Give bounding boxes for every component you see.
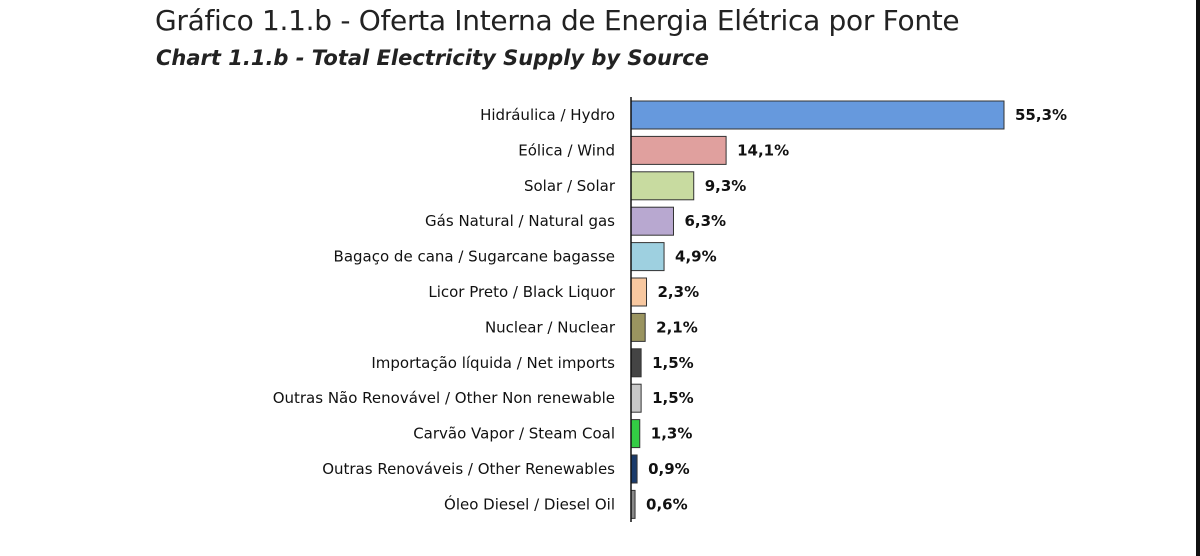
bar (630, 171, 695, 201)
category-label: Carvão Vapor / Steam Coal (413, 425, 615, 443)
value-label: 1,3% (651, 425, 693, 443)
bar (630, 277, 648, 307)
category-label: Nuclear / Nuclear (485, 318, 616, 336)
value-label: 6,3% (684, 212, 726, 230)
category-label: Importação líquida / Net imports (371, 354, 615, 372)
category-label: Eólica / Wind (518, 141, 615, 159)
value-label: 0,9% (648, 460, 690, 478)
bar (630, 312, 646, 342)
category-label: Solar / Solar (524, 177, 616, 195)
bar (630, 135, 727, 165)
category-label: Óleo Diesel / Diesel Oil (444, 494, 615, 513)
value-label: 0,6% (646, 495, 688, 513)
category-label: Outras Renováveis / Other Renewables (322, 460, 615, 478)
bar (630, 348, 642, 378)
right-edge-strip (1196, 0, 1200, 556)
bar (630, 454, 638, 484)
value-label: 55,3% (1015, 106, 1067, 124)
category-label: Outras Não Renovável / Other Non renewab… (273, 389, 615, 407)
value-label: 2,1% (656, 318, 698, 336)
category-label: Bagaço de cana / Sugarcane bagasse (334, 248, 615, 266)
bar (630, 419, 641, 449)
value-label: 1,5% (652, 389, 694, 407)
value-label: 14,1% (737, 141, 789, 159)
chart-subtitle: Chart 1.1.b - Total Electricity Supply b… (156, 46, 709, 70)
chart-title: Gráfico 1.1.b - Oferta Interna de Energi… (155, 4, 960, 37)
bar (630, 206, 674, 236)
value-label: 1,5% (652, 354, 694, 372)
value-label: 4,9% (675, 248, 717, 266)
bar (630, 383, 642, 413)
value-label: 9,3% (705, 177, 747, 195)
bar (630, 242, 665, 272)
category-label: Gás Natural / Natural gas (425, 212, 615, 230)
category-label: Hidráulica / Hydro (480, 106, 615, 124)
value-label: 2,3% (658, 283, 700, 301)
category-label: Licor Preto / Black Liquor (428, 283, 615, 301)
bar (630, 100, 1005, 130)
